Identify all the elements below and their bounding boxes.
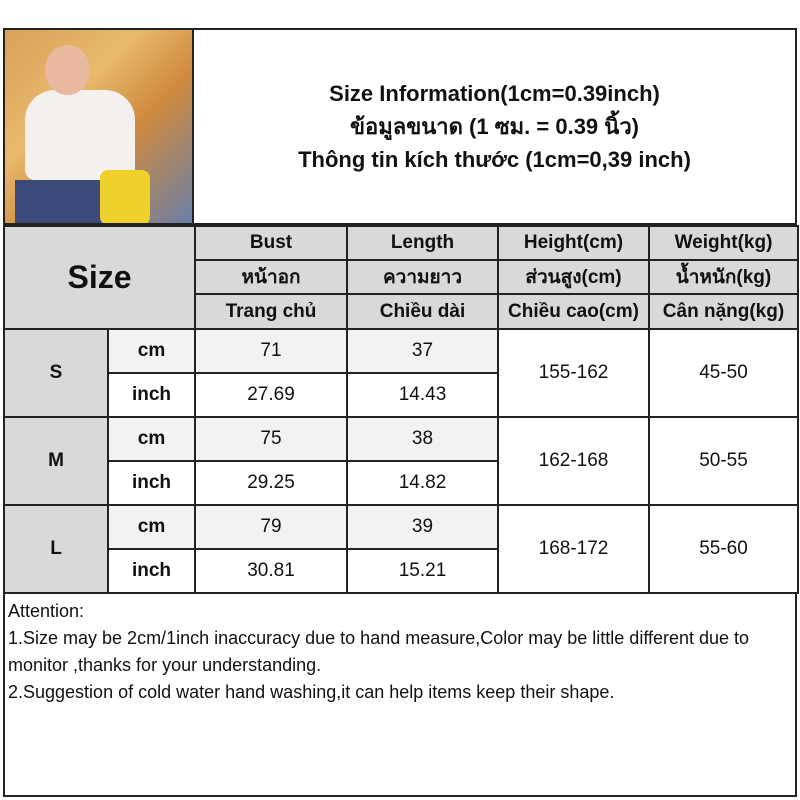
model-face — [45, 45, 90, 95]
note-2: 2.Suggestion of cold water hand washing,… — [8, 682, 615, 702]
unit-cm-label: cm — [107, 328, 196, 374]
title-vi: Thông tin kích thước (1cm=0,39 inch) — [298, 147, 691, 172]
column-header-en: Weight(kg) — [648, 225, 799, 261]
size-label: S — [3, 328, 109, 418]
unit-cm-label: cm — [107, 416, 196, 462]
column-header-vi: Chiều dài — [346, 293, 499, 330]
size-header: Size — [3, 225, 196, 330]
column-header-th: น้ำหนัก(kg) — [648, 259, 799, 295]
column-header-en: Height(cm) — [497, 225, 650, 261]
model-shirt — [25, 90, 135, 180]
length-cm: 38 — [346, 416, 499, 462]
bust-inch: 27.69 — [194, 372, 348, 418]
size-label: M — [3, 416, 109, 506]
length-cm: 39 — [346, 504, 499, 550]
size-info-title: Size Information(1cm=0.39inch) ข้อมูลขนา… — [194, 28, 797, 225]
notes: Attention: 1.Size may be 2cm/1inch inacc… — [3, 592, 797, 797]
notes-heading: Attention: — [8, 601, 85, 621]
unit-cm-label: cm — [107, 504, 196, 550]
unit-inch-label: inch — [107, 460, 196, 506]
column-header-vi: Cân nặng(kg) — [648, 293, 799, 330]
column-header-vi: Trang chủ — [194, 293, 348, 330]
bust-inch: 30.81 — [194, 548, 348, 594]
weight-range: 55-60 — [648, 504, 799, 594]
unit-inch-label: inch — [107, 372, 196, 418]
weight-range: 50-55 — [648, 416, 799, 506]
column-header-th: หน้าอก — [194, 259, 348, 295]
length-inch: 15.21 — [346, 548, 499, 594]
column-header-th: ความยาว — [346, 259, 499, 295]
height-range: 162-168 — [497, 416, 650, 506]
length-inch: 14.43 — [346, 372, 499, 418]
column-header-th: ส่วนสูง(cm) — [497, 259, 650, 295]
model-jeans — [15, 180, 105, 223]
model-bag — [100, 170, 150, 223]
unit-inch-label: inch — [107, 548, 196, 594]
bust-cm: 75 — [194, 416, 348, 462]
size-label: L — [3, 504, 109, 594]
product-photo — [3, 28, 194, 225]
weight-range: 45-50 — [648, 328, 799, 418]
height-range: 168-172 — [497, 504, 650, 594]
bust-inch: 29.25 — [194, 460, 348, 506]
bust-cm: 71 — [194, 328, 348, 374]
length-inch: 14.82 — [346, 460, 499, 506]
column-header-en: Bust — [194, 225, 348, 261]
height-range: 155-162 — [497, 328, 650, 418]
column-header-en: Length — [346, 225, 499, 261]
note-1: 1.Size may be 2cm/1inch inaccuracy due t… — [8, 628, 750, 675]
title-en: Size Information(1cm=0.39inch) — [329, 81, 660, 106]
column-header-vi: Chiều cao(cm) — [497, 293, 650, 330]
title-th: ข้อมูลขนาด (1 ซม. = 0.39 นิ้ว) — [349, 114, 639, 139]
length-cm: 37 — [346, 328, 499, 374]
bust-cm: 79 — [194, 504, 348, 550]
